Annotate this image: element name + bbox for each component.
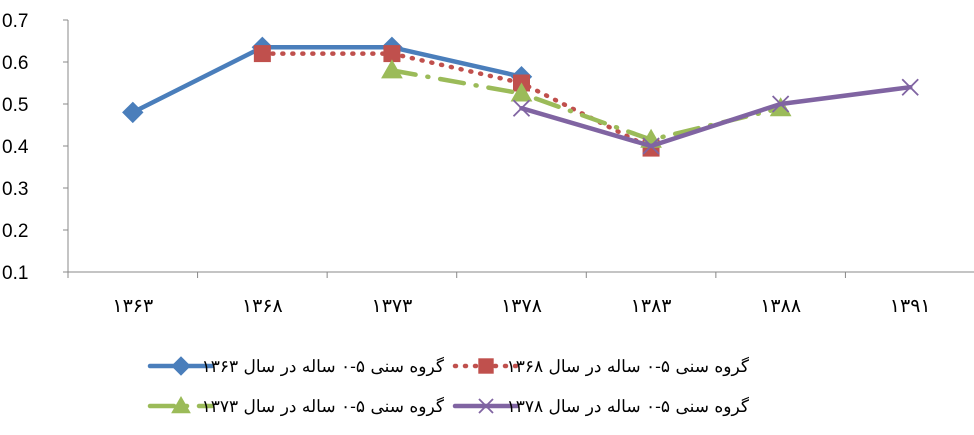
y-tick-label: 0.2 <box>2 221 28 242</box>
axes: 0.1 0.2 0.3 0.4 0.5 0.6 0.7 ۱۳۶۳ ۱۳۶۸ ۱۳۷۳ ۱۳۷۸ ۱۳۸… <box>2 11 974 317</box>
data-point-triangle <box>381 59 403 79</box>
data-point-diamond <box>171 356 191 376</box>
legend-label: گروه سنی ۵-۰ ساله در سال ۱۳۶۸ <box>507 356 750 377</box>
y-tick-label: 0.1 <box>2 263 28 284</box>
data-point-x <box>478 398 494 414</box>
x-tick-label: ۱۳۷۸ <box>501 295 542 317</box>
data-point-x <box>772 95 790 113</box>
data-point-triangle <box>171 395 191 414</box>
x-tick-label: ۱۳۸۸ <box>760 295 801 317</box>
legend-label: گروه سنی ۵-۰ ساله در سال ۱۳۷۳ <box>202 396 445 417</box>
legend-item: گروه سنی ۵-۰ ساله در سال ۱۳۷۳ <box>147 395 445 417</box>
x-tick-label: ۱۳۸۳ <box>631 295 672 317</box>
y-tick-label: 0.4 <box>2 137 29 158</box>
series-line <box>130 45 524 115</box>
legend-label: گروه سنی ۵-۰ ساله در سال ۱۳۶۳ <box>202 356 445 377</box>
data-point-x <box>901 78 919 96</box>
data-point-triangle <box>510 82 533 102</box>
legend-label: گروه سنی ۵-۰ ساله در سال ۱۳۷۸ <box>507 396 750 417</box>
y-tick-label: 0.7 <box>2 11 28 32</box>
legend-item: گروه سنی ۵-۰ ساله در سال ۱۳۶۳ <box>147 356 445 377</box>
y-tick-label: 0.3 <box>2 179 28 200</box>
series-lines <box>122 36 919 157</box>
legend-item: گروه سنی ۵-۰ ساله در سال ۱۳۶۸ <box>452 356 750 377</box>
series-line <box>260 51 654 151</box>
x-tick-label: ۱۳۶۳ <box>112 295 153 317</box>
y-tick-label: 0.5 <box>2 95 28 116</box>
x-tick-label: ۱۳۷۳ <box>372 295 413 317</box>
data-point-square <box>383 45 401 63</box>
x-tick-label: ۱۳۹۱ <box>890 295 931 317</box>
series-line <box>519 84 913 149</box>
data-point-x <box>512 99 531 117</box>
x-tick-label: ۱۳۶۸ <box>242 295 283 317</box>
data-point-square <box>253 45 271 63</box>
legend-item: گروه سنی ۵-۰ ساله در سال ۱۳۷۸ <box>452 396 750 417</box>
data-point-x <box>642 137 660 155</box>
legend: گروه سنی ۵-۰ ساله در سال ۱۳۶۳ گروه سنی ۵-… <box>147 356 750 417</box>
data-point-diamond <box>122 101 144 124</box>
y-tick-label: 0.6 <box>2 53 28 74</box>
data-point-square <box>478 358 494 374</box>
series-line <box>389 68 783 142</box>
